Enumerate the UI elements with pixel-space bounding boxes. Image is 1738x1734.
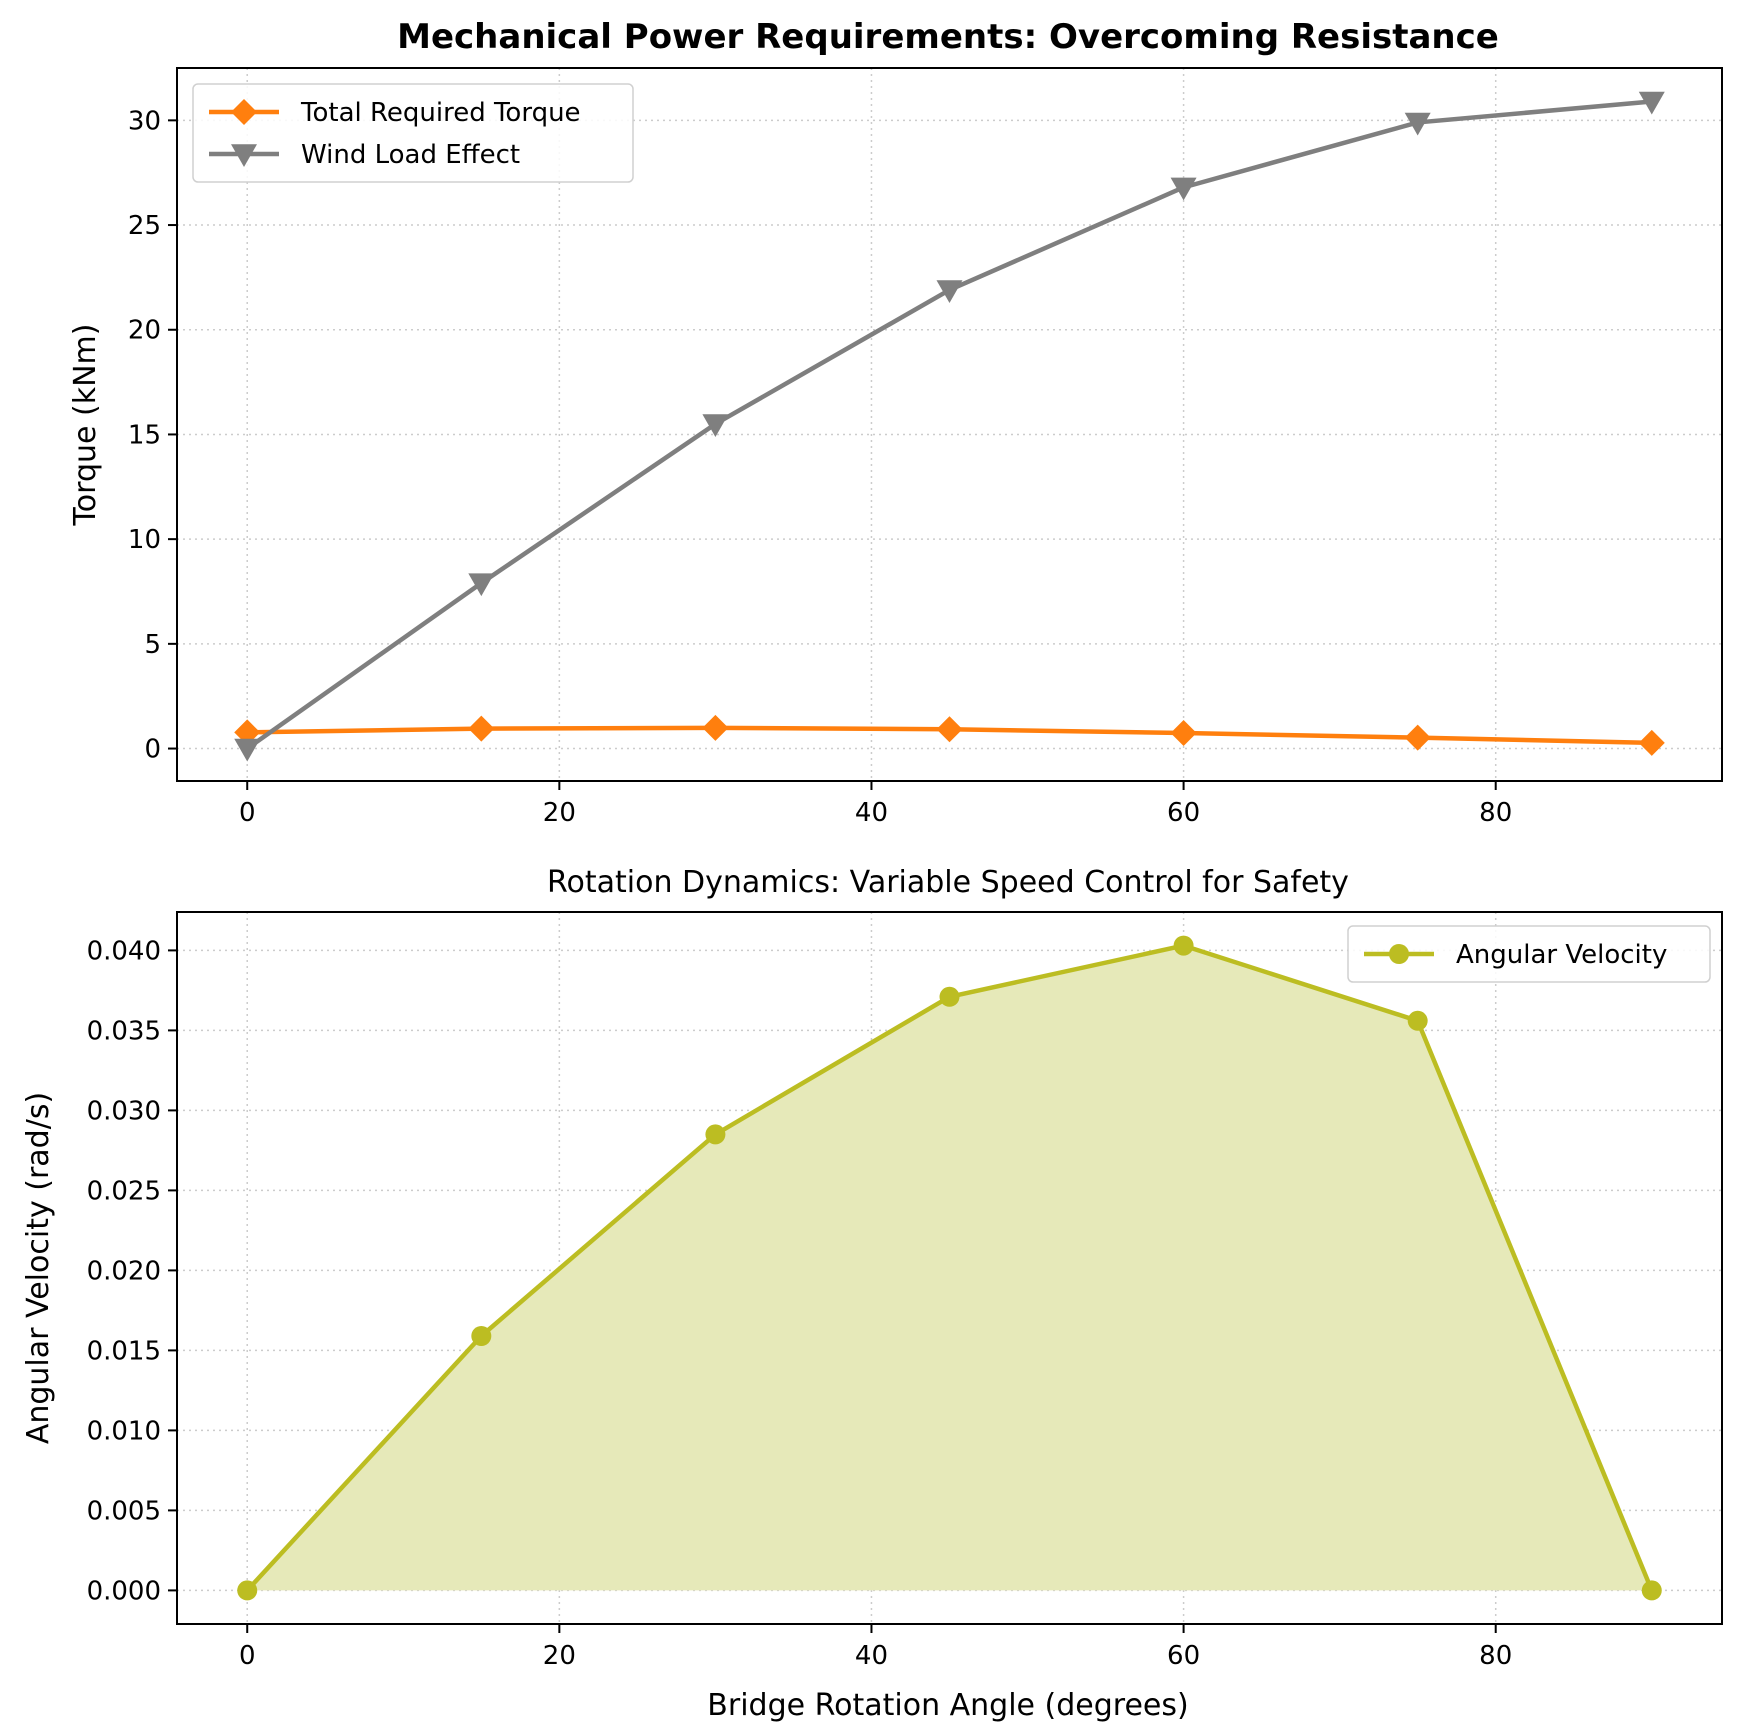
velocity-panel-title: Rotation Dynamics: Variable Speed Contro… bbox=[547, 865, 1349, 900]
y-tick-label: 0.000 bbox=[87, 1576, 161, 1606]
x-tick-label: 80 bbox=[1479, 1641, 1512, 1671]
x-tick-label: 40 bbox=[855, 798, 888, 828]
total-required-torque-point bbox=[1638, 729, 1665, 756]
y-tick-label: 30 bbox=[128, 106, 161, 136]
torque-ticks: 0 20 40 60 80 0 5 10 15 20 25 30 bbox=[128, 106, 1512, 828]
angular-velocity-point bbox=[705, 1124, 726, 1145]
wind-load-effect-point bbox=[468, 573, 495, 597]
angular-velocity-point bbox=[237, 1580, 258, 1601]
torque-panel-title: Mechanical Power Requirements: Overcomin… bbox=[397, 17, 1499, 57]
wind-load-effect-point bbox=[1638, 91, 1665, 115]
y-tick-label: 0.005 bbox=[87, 1496, 161, 1526]
legend-marker-wind-load-effect bbox=[231, 144, 257, 167]
y-tick-label: 0.040 bbox=[87, 936, 161, 966]
legend-label-angular-velocity: Angular Velocity bbox=[1456, 940, 1667, 970]
velocity-y-axis-label: Angular Velocity (rad/s) bbox=[21, 1092, 56, 1444]
y-tick-label: 0.015 bbox=[87, 1336, 161, 1366]
x-tick-label: 60 bbox=[1167, 1641, 1200, 1671]
x-tick-label: 40 bbox=[855, 1641, 888, 1671]
x-tick-label: 0 bbox=[239, 1641, 256, 1671]
legend-label-wind-load-effect: Wind Load Effect bbox=[301, 140, 520, 170]
torque-series-layer bbox=[234, 91, 1665, 762]
x-tick-label: 80 bbox=[1479, 798, 1512, 828]
x-tick-label: 0 bbox=[239, 798, 256, 828]
angular-velocity-point bbox=[1407, 1010, 1428, 1031]
legend-marker-total-required-torque bbox=[231, 99, 257, 125]
angular-velocity-point bbox=[1641, 1580, 1662, 1601]
wind-load-effect-point bbox=[1404, 112, 1431, 136]
wind-load-effect-point bbox=[936, 280, 963, 303]
wind-load-effect-point bbox=[702, 414, 729, 437]
y-tick-label: 25 bbox=[128, 211, 161, 241]
velocity-x-axis-label: Bridge Rotation Angle (degrees) bbox=[707, 1688, 1188, 1723]
y-tick-label: 0.010 bbox=[87, 1416, 161, 1446]
angular-velocity-area bbox=[247, 945, 1652, 1591]
x-tick-label: 60 bbox=[1167, 798, 1200, 828]
y-tick-label: 0 bbox=[144, 735, 161, 765]
angular-velocity-point bbox=[1173, 935, 1194, 956]
torque-grid bbox=[177, 68, 1722, 781]
torque-panel: Mechanical Power Requirements: Overcomin… bbox=[68, 17, 1723, 828]
angular-velocity-point bbox=[939, 986, 960, 1007]
y-tick-label: 0.030 bbox=[87, 1096, 161, 1126]
velocity-legend: Angular Velocity bbox=[1347, 925, 1711, 983]
y-tick-label: 5 bbox=[144, 630, 161, 660]
total-required-torque-point bbox=[1170, 720, 1197, 747]
velocity-area-layer bbox=[247, 945, 1652, 1591]
torque-axes-frame bbox=[176, 67, 1723, 782]
total-required-torque-point bbox=[468, 715, 495, 742]
y-tick-label: 0.020 bbox=[87, 1256, 161, 1286]
y-tick-label: 10 bbox=[128, 525, 161, 555]
torque-legend: Total Required Torque Wind Load Effect bbox=[192, 83, 634, 183]
legend-box bbox=[192, 83, 634, 183]
velocity-panel: Rotation Dynamics: Variable Speed Contro… bbox=[21, 865, 1723, 1723]
x-tick-label: 20 bbox=[543, 1641, 576, 1671]
legend-marker-angular-velocity bbox=[1389, 944, 1409, 964]
total-required-torque-point bbox=[936, 716, 963, 743]
y-tick-label: 0.025 bbox=[87, 1176, 161, 1206]
y-tick-label: 15 bbox=[128, 420, 161, 450]
total-required-torque-point bbox=[1404, 724, 1431, 751]
x-tick-label: 20 bbox=[543, 798, 576, 828]
legend-label-total-required-torque: Total Required Torque bbox=[300, 98, 581, 128]
torque-y-axis-label: Torque (kNm) bbox=[68, 324, 103, 527]
velocity-ticks: 0 20 40 60 80 0.000 0.005 0.010 0.015 0.020 0.025 0… bbox=[87, 936, 1513, 1671]
wind-load-effect-point bbox=[234, 738, 261, 762]
velocity-axes-frame bbox=[176, 911, 1723, 1625]
wind-load-effect-point bbox=[1170, 177, 1197, 201]
y-tick-label: 20 bbox=[128, 316, 161, 346]
total-required-torque-point bbox=[702, 714, 729, 741]
y-tick-label: 0.035 bbox=[87, 1016, 161, 1046]
velocity-series-layer bbox=[237, 935, 1662, 1601]
legend-box bbox=[1347, 925, 1711, 983]
angular-velocity-point bbox=[471, 1326, 492, 1346]
